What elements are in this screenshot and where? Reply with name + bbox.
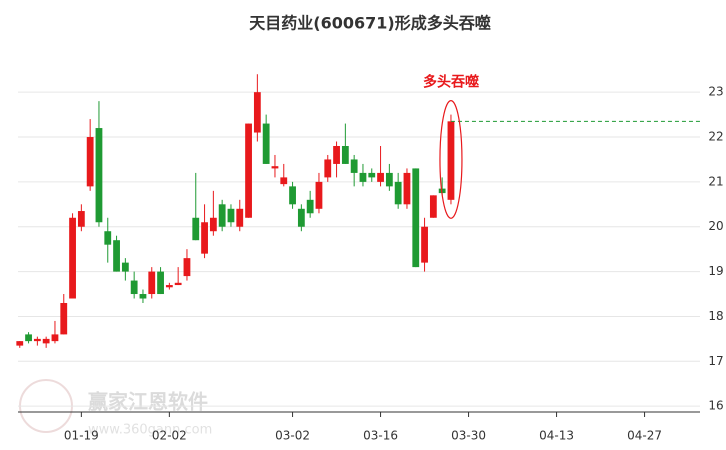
candle-body xyxy=(192,217,200,241)
y-tick-label: 22 xyxy=(708,130,723,144)
candle-body xyxy=(333,145,340,164)
candle-body xyxy=(447,121,455,200)
x-tick-label: 03-16 xyxy=(363,429,398,443)
candle-body xyxy=(42,338,50,344)
candle-body xyxy=(201,222,208,254)
candle-body xyxy=(289,186,296,205)
candle-body xyxy=(86,137,94,187)
candle-body xyxy=(183,258,191,277)
candle-body xyxy=(403,172,411,205)
candle-body xyxy=(209,217,217,232)
candle-body xyxy=(297,208,305,227)
y-tick-label: 18 xyxy=(708,309,723,323)
x-tick-label: 02-02 xyxy=(152,429,187,443)
y-tick-label: 16 xyxy=(708,399,723,413)
candle-body xyxy=(25,334,32,342)
chart-title: 天目药业(600671)形成多头吞噬 xyxy=(249,14,490,33)
candle-body xyxy=(394,181,402,205)
candle-body xyxy=(95,128,103,223)
annotation: 多头吞噬 xyxy=(423,74,479,91)
highlight-ellipse xyxy=(439,99,463,219)
candle-body xyxy=(227,208,235,223)
candle-body xyxy=(139,294,147,299)
candle-body xyxy=(130,280,138,295)
candle-body xyxy=(218,204,226,227)
candle-body xyxy=(113,240,120,272)
candle-body xyxy=(350,159,358,173)
candle-body xyxy=(368,172,376,178)
candle-body xyxy=(377,172,384,182)
y-tick-label: 23 xyxy=(708,85,723,99)
candle-body xyxy=(429,195,437,218)
candle-body xyxy=(385,172,393,187)
candle-body xyxy=(60,302,68,335)
watermark-url: www.360gann.com xyxy=(88,423,212,438)
candle-body xyxy=(421,226,428,263)
watermark: 赢家江恩软件 www.360gann.com xyxy=(19,379,212,438)
x-tick-label: 03-30 xyxy=(451,429,486,443)
candle-body xyxy=(121,262,129,272)
y-tick-label: 17 xyxy=(708,354,723,368)
candle-body xyxy=(104,231,112,245)
x-tick-label: 04-27 xyxy=(627,429,662,443)
candle-body xyxy=(306,199,314,214)
candle-body xyxy=(77,211,85,227)
candle-body xyxy=(315,181,323,209)
y-tick-label: 20 xyxy=(708,219,723,233)
candle-body xyxy=(253,92,261,133)
candle-body xyxy=(16,341,24,346)
x-tick-label: 04-13 xyxy=(539,429,574,443)
candle-body xyxy=(165,285,173,288)
watermark-text: 赢家江恩软件 xyxy=(88,390,208,414)
candle-body xyxy=(262,123,270,164)
x-tick-label: 01-19 xyxy=(64,429,99,443)
candle-body xyxy=(236,208,244,227)
candle-body xyxy=(412,168,420,268)
candle-body xyxy=(69,217,76,299)
candle-body xyxy=(359,172,367,182)
candle-body xyxy=(33,338,41,342)
candle-body xyxy=(341,145,349,164)
y-tick-label: 19 xyxy=(708,264,723,278)
candle-body xyxy=(245,123,252,218)
candle-body xyxy=(148,271,156,295)
candle-body xyxy=(174,282,182,286)
candle-body xyxy=(51,334,59,342)
candle-body xyxy=(271,166,279,169)
y-tick-label: 21 xyxy=(708,174,723,188)
candle-body xyxy=(157,271,164,295)
x-tick-label: 03-02 xyxy=(275,429,310,443)
candle-body xyxy=(280,177,288,185)
candle-body xyxy=(324,159,332,178)
